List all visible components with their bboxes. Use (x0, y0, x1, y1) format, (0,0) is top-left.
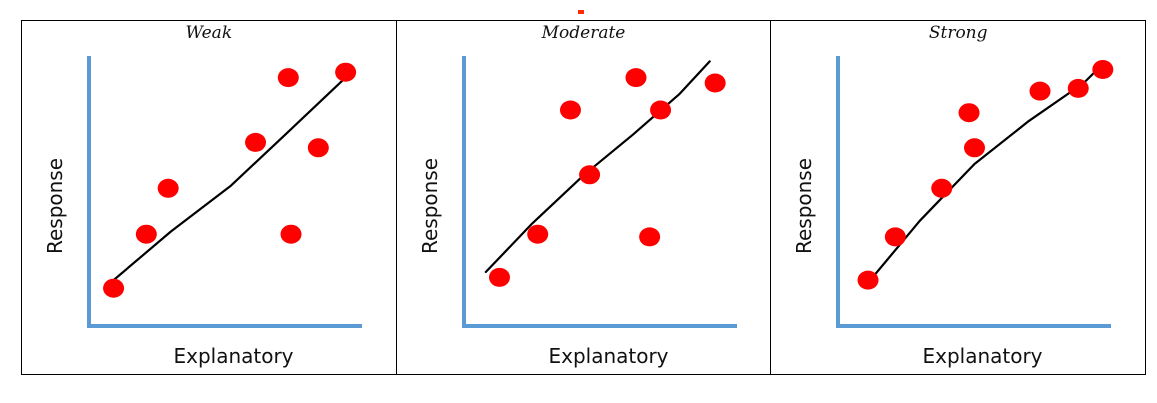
data-point (964, 138, 986, 158)
data-point (103, 278, 125, 298)
chart-panel-weak: Weak Explanatory Response (22, 21, 397, 374)
y-axis-label: Response (792, 158, 816, 254)
chart-panel-strong: Strong Explanatory Response (771, 21, 1145, 374)
data-point (578, 165, 600, 185)
data-point (307, 138, 329, 158)
chart-title: Weak (185, 23, 233, 43)
data-point (245, 132, 267, 152)
data-point (1068, 78, 1090, 98)
data-point (625, 68, 647, 88)
data-point (277, 68, 299, 88)
y-axis-label: Response (43, 158, 67, 254)
data-point (649, 100, 671, 120)
data-point (1092, 60, 1114, 79)
data-point (958, 103, 980, 123)
data-point (335, 62, 357, 82)
top-accent-mark (578, 10, 584, 14)
data-point (157, 178, 179, 198)
data-point (526, 224, 548, 244)
chart-panel-moderate: Moderate Explanatory Response (397, 21, 772, 374)
data-point (135, 224, 157, 244)
data-point (488, 267, 510, 287)
data-point (931, 178, 953, 198)
figure-table: Weak Explanatory Response Moderate Explan… (21, 20, 1146, 375)
trend-line (484, 60, 711, 274)
chart-title: Moderate (541, 23, 626, 43)
x-axis-label: Explanatory (173, 344, 293, 368)
x-axis-label: Explanatory (548, 344, 668, 368)
data-point (559, 100, 581, 120)
chart-title: Strong (928, 23, 988, 43)
trend-line (112, 76, 347, 282)
scatter-plot-moderate: Explanatory Response (418, 56, 737, 368)
data-point (885, 227, 907, 247)
data-point (704, 73, 726, 93)
data-point (638, 227, 660, 247)
x-axis-label: Explanatory (923, 344, 1043, 368)
data-point (857, 270, 879, 290)
data-point (1029, 81, 1051, 101)
y-axis-label: Response (418, 158, 442, 254)
data-point (280, 224, 302, 244)
trend-line (867, 62, 1105, 284)
scatter-plot-strong: Explanatory Response (792, 56, 1114, 368)
scatter-plot-weak: Explanatory Response (43, 56, 362, 368)
